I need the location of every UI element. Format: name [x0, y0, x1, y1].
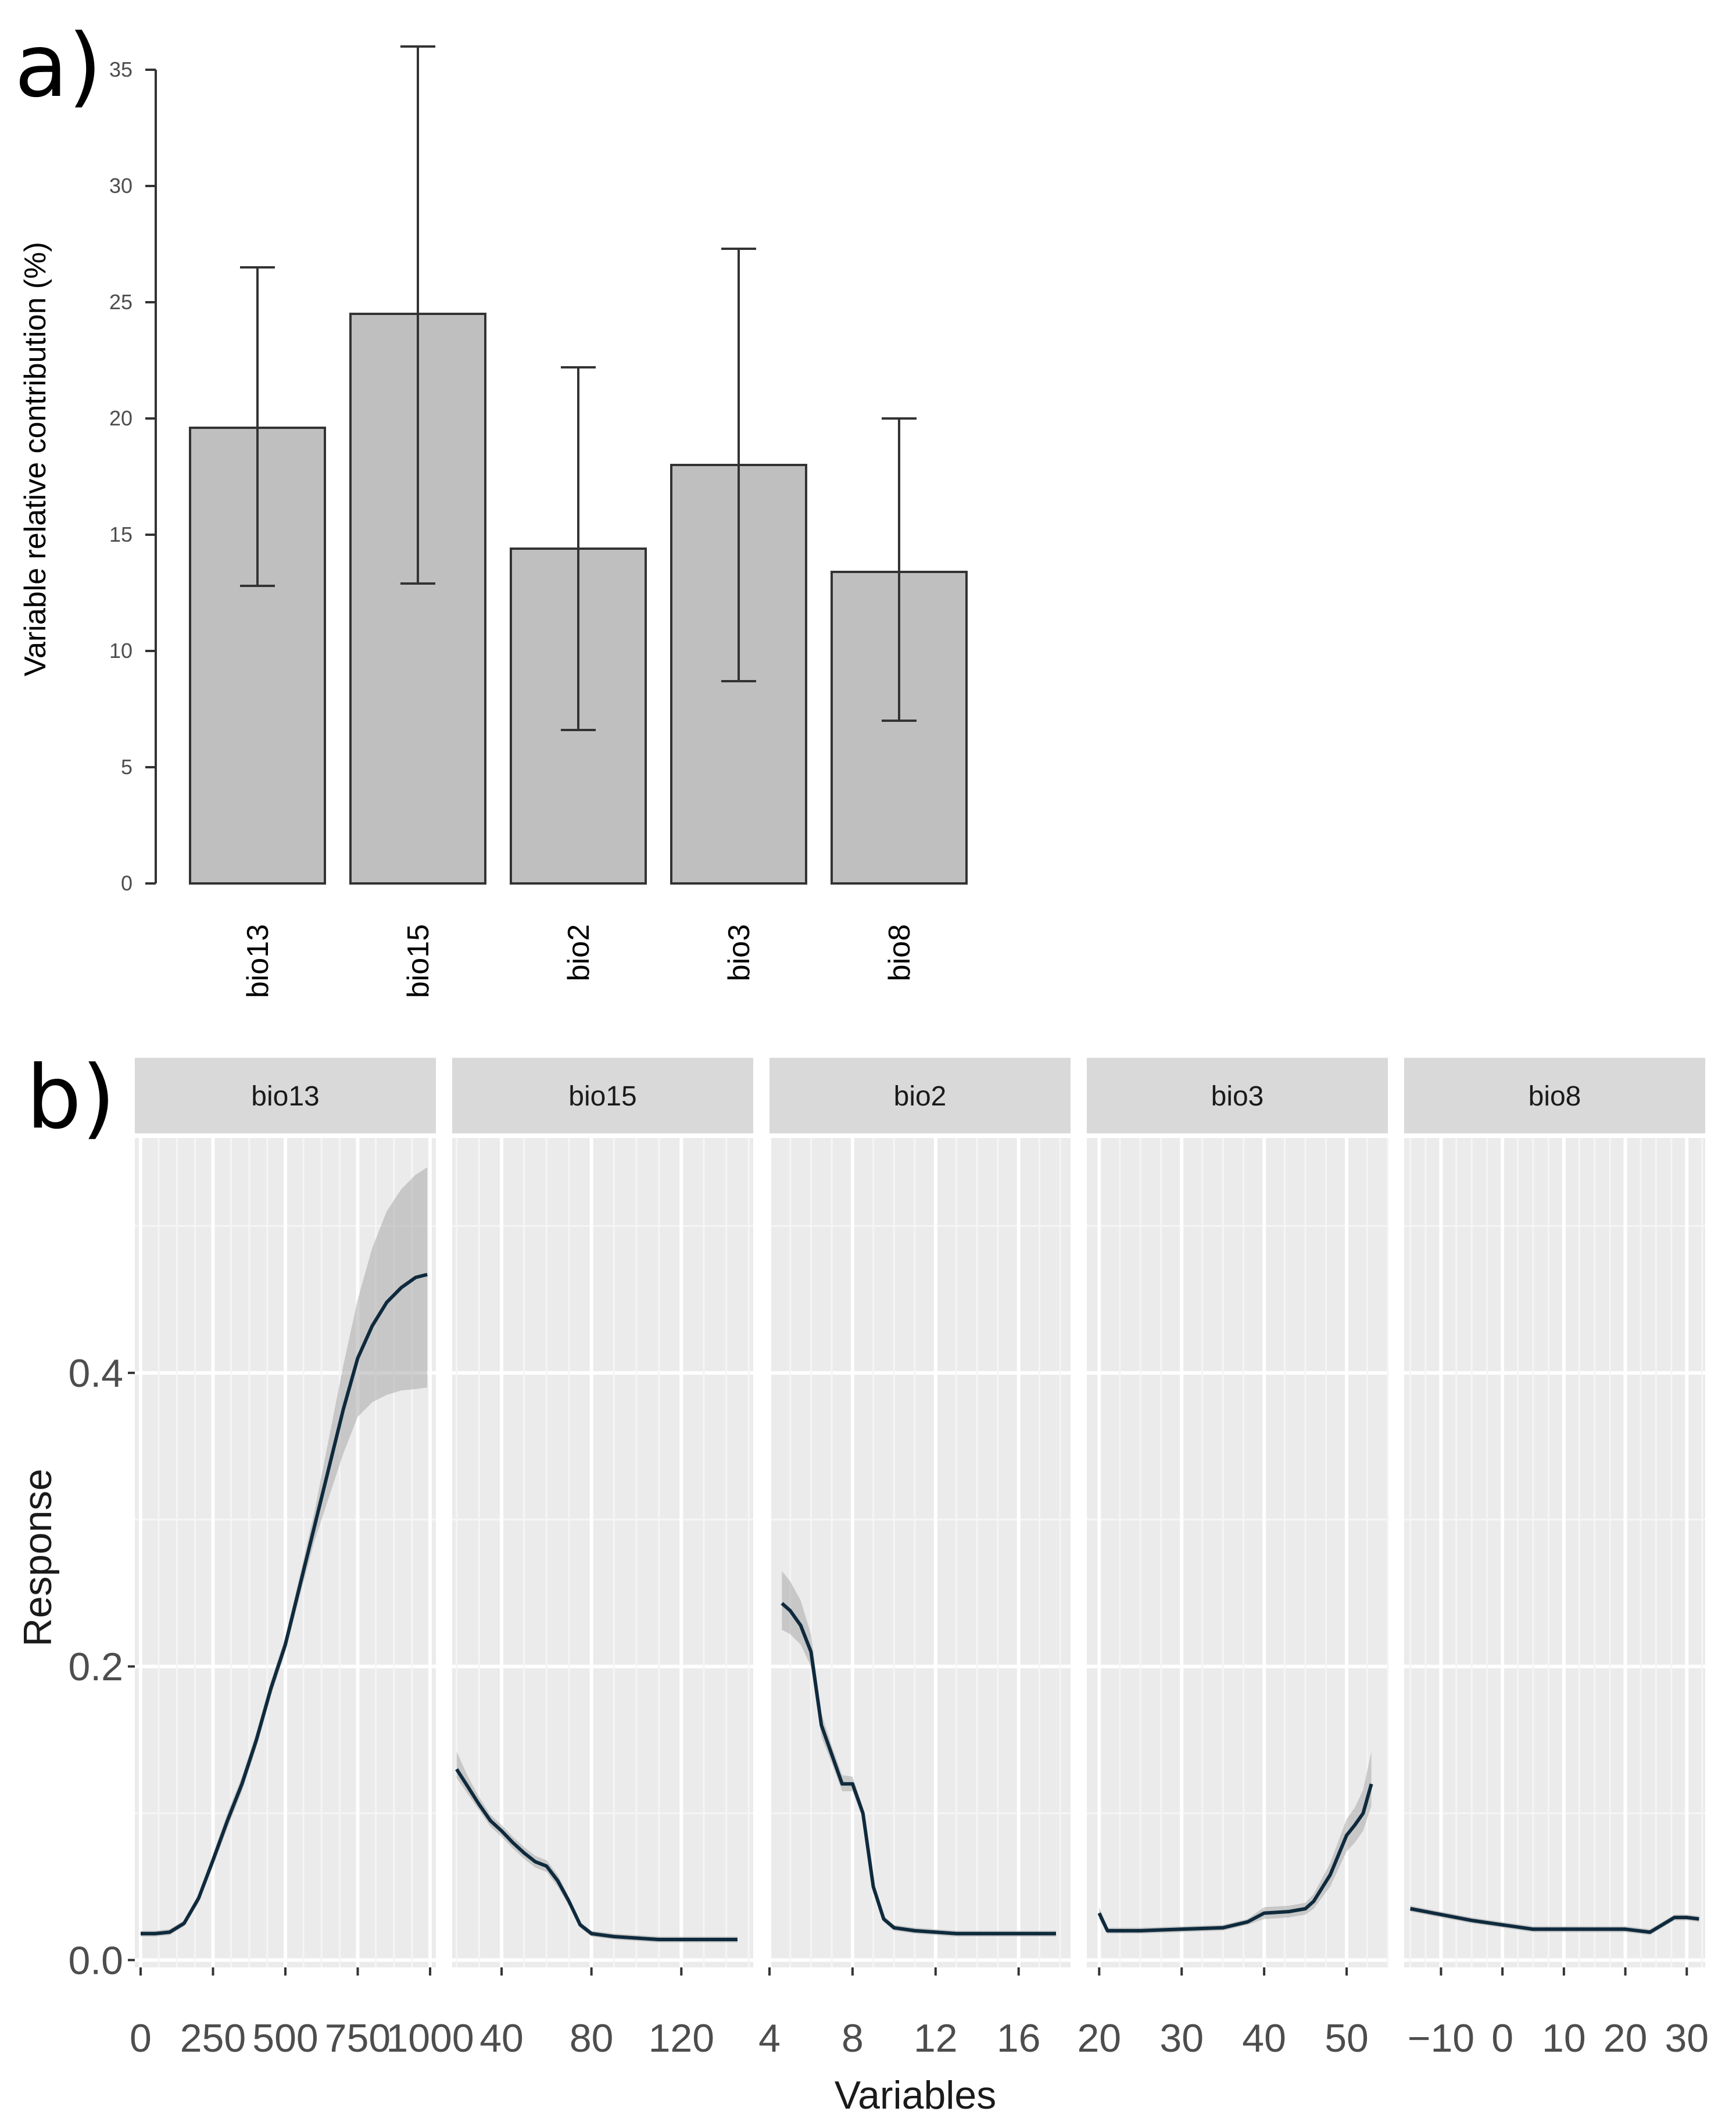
- facet-x-tick-label: 250: [180, 2016, 246, 2060]
- facet-x-tick-label: 30: [1665, 2016, 1709, 2060]
- facet-panel-background-bio2: [769, 1138, 1071, 1967]
- facet-x-tick-label: 30: [1159, 2016, 1204, 2060]
- facet-x-tick-label: 1000: [386, 2016, 474, 2060]
- panel-b-y-axis: 0.0 0.2 0.4: [68, 1351, 135, 1983]
- facet-x-tick-label: 0: [130, 2016, 152, 2060]
- panel-a-category-label: bio2: [562, 924, 596, 981]
- facet-response-line-bio13: [141, 1272, 428, 1935]
- panel-b-y-tick-label: 0.2: [68, 1645, 123, 1689]
- facet-bio3: bio3 20 30 40 50: [1077, 1058, 1389, 2060]
- facet-x-tick-label: 40: [1242, 2016, 1286, 2060]
- panel-a-y-tick-label: 0: [121, 871, 133, 895]
- panel-a-y-tick-label: 20: [109, 406, 133, 430]
- panel-a-y-tick-label: 30: [109, 174, 133, 198]
- facet-strip-bio3: [1087, 1058, 1388, 1133]
- panel-a-y-axis-title: Variable relative contribution (%): [19, 242, 52, 677]
- facet-x-tick-label: 50: [1325, 2016, 1369, 2060]
- panel-a-y-axis: 0 5 10 15 20 25 30 35: [109, 58, 157, 895]
- facet-x-tick-label: 20: [1077, 2016, 1121, 2060]
- panel-b-letter: b): [26, 1047, 116, 1148]
- facet-strip-bio15: [452, 1058, 753, 1133]
- facet-response-line-bio3: [1097, 1783, 1373, 1933]
- panel-b-response-curves: b) Response Variables 0.0 0.2 0.4 bio13 0 25…: [16, 1047, 1709, 2117]
- facet-x-tick-label: 500: [252, 2016, 318, 2060]
- facet-panel-background-bio8: [1404, 1138, 1705, 1967]
- facet-strip-bio8: [1404, 1058, 1705, 1133]
- panel-a-bar-chart: a) Variable relative contribution (%) 0 5…: [15, 16, 968, 998]
- facet-x-tick-label: 750: [325, 2016, 391, 2060]
- panel-a-letter: a): [15, 16, 102, 117]
- panel-a-y-tick-label: 25: [109, 290, 133, 314]
- facet-strip-label: bio2: [894, 1081, 947, 1112]
- panel-a-y-tick-label: 35: [109, 58, 133, 81]
- facet-x-tick-label: 16: [997, 2016, 1041, 2060]
- panel-b-y-axis-title: Response: [16, 1469, 60, 1647]
- panel-a-error-bars: [240, 45, 917, 731]
- facet-x-tick-label: 12: [914, 2016, 958, 2060]
- facet-x-tick-label: 80: [570, 2016, 614, 2060]
- facet-bio2: bio2 4 8 12 16: [758, 1058, 1071, 2060]
- panel-b-y-tick-label: 0.4: [68, 1351, 123, 1395]
- facet-x-tick-label: −10: [1408, 2016, 1474, 2060]
- panel-b-x-axis-title: Variables: [835, 2073, 996, 2117]
- panel-a-category-label: bio15: [402, 924, 435, 998]
- panel-a-category-label: bio3: [722, 924, 756, 981]
- facet-response-line-bio8: [1410, 1907, 1699, 1934]
- facet-x-tick-label: 10: [1542, 2016, 1586, 2060]
- panel-a-category-labels: bio13 bio15 bio2 bio3 bio8: [241, 924, 917, 998]
- facet-x-tick-label: 120: [649, 2016, 714, 2060]
- facet-x-tick-label: 40: [479, 2016, 524, 2060]
- facet-bio15: bio15 40 80 120: [452, 1058, 753, 2060]
- facet-bio8: bio8 −10 0 10 20 30: [1404, 1058, 1709, 2060]
- panel-a-y-tick-label: 5: [121, 755, 133, 779]
- facet-strip-label: bio15: [568, 1081, 636, 1112]
- facet-panel-background-bio15: [452, 1138, 753, 1967]
- panel-b-y-tick-label: 0.0: [68, 1938, 123, 1983]
- panel-a-bar-bio8: [831, 571, 968, 885]
- facet-strip-label: bio3: [1211, 1081, 1264, 1112]
- facet-x-tick-label: 8: [842, 2016, 864, 2060]
- facet-strip-label: bio13: [251, 1081, 319, 1112]
- panel-a-y-tick-label: 10: [109, 639, 133, 663]
- facet-strip-bio13: [135, 1058, 436, 1133]
- facet-x-tick-label: 0: [1491, 2016, 1513, 2060]
- facet-response-line-bio15: [455, 1768, 738, 1941]
- panel-a-category-label: bio8: [883, 924, 917, 981]
- facet-panel-background-bio3: [1087, 1138, 1388, 1967]
- facet-strip-bio2: [769, 1058, 1071, 1133]
- facet-x-tick-label: 4: [758, 2016, 781, 2060]
- panel-a-category-label: bio13: [241, 924, 275, 998]
- facet-response-line-bio2: [781, 1602, 1056, 1935]
- facet-confidence-ribbon-bio15: [456, 1751, 738, 1943]
- facet-x-tick-label: 20: [1603, 2016, 1648, 2060]
- facet-strip-label: bio8: [1529, 1081, 1581, 1112]
- panel-a-y-tick-label: 15: [109, 523, 133, 546]
